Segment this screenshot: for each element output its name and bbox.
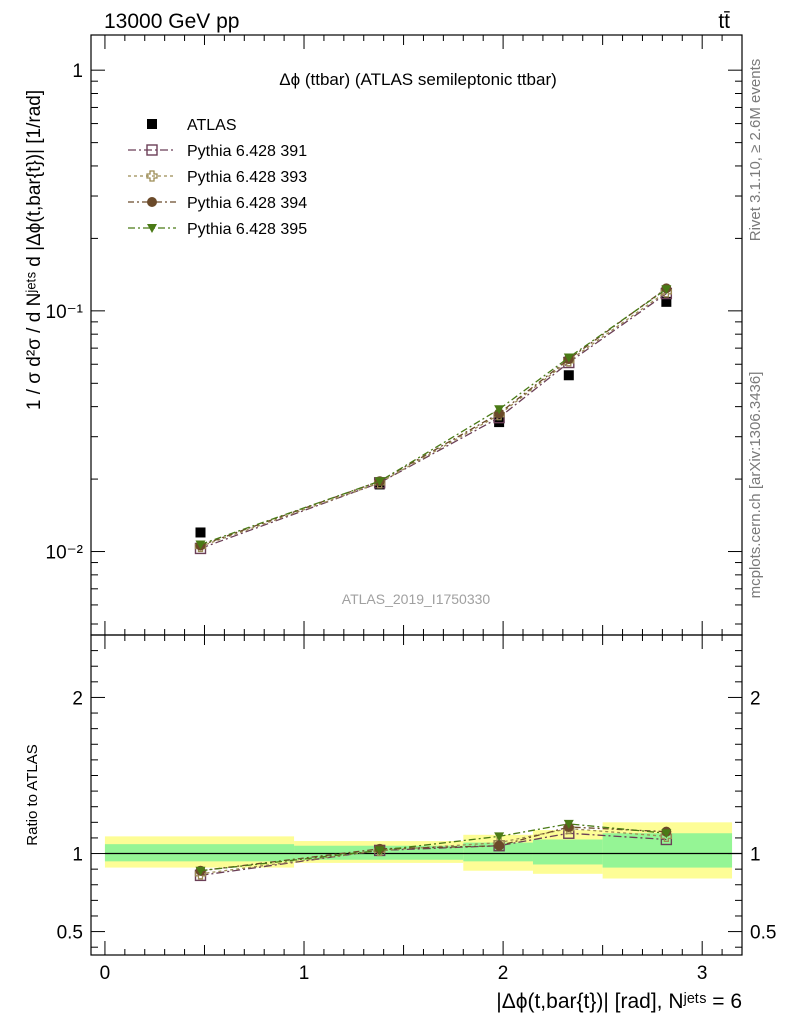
legend-marker: [147, 224, 157, 233]
ratio-plot-panel: 2 2 1 1 0.5 0.5 0 1 2 3: [57, 634, 776, 984]
legend-marker: [146, 144, 158, 156]
series-pythia-6-428-393: [194, 286, 672, 553]
y-tick-label: 1: [72, 845, 83, 866]
data-point: [661, 285, 672, 295]
series-pythia-6-428-395: [195, 285, 672, 550]
data-point: [195, 540, 206, 550]
data-point: [195, 527, 206, 538]
legend-label: Pythia 6.428 394: [187, 195, 307, 212]
uncertainty-band-inner: [104, 844, 295, 862]
data-point: [563, 819, 574, 829]
legend-label: Pythia 6.428 395: [187, 221, 307, 238]
x-tick-label: 0: [100, 963, 111, 984]
legend-label: Pythia 6.428 391: [187, 143, 307, 160]
data-point: [494, 405, 505, 415]
ratio-y-axis-label: Ratio to ATLAS: [24, 744, 41, 845]
data-point: [494, 840, 505, 851]
x-tick-label: 1: [299, 963, 310, 984]
y-tick-label-right: 0.5: [750, 923, 776, 944]
ratio-series-pythia-6-428-395: [195, 819, 672, 876]
data-point: [374, 477, 385, 487]
data-point: [661, 829, 672, 839]
series-atlas: [195, 296, 672, 538]
data-point: [374, 846, 385, 856]
y-tick-label: 10⁻¹: [46, 302, 84, 323]
energy-label: 13000 GeV pp: [104, 10, 239, 33]
series-line: [200, 291, 667, 548]
series-line: [200, 293, 667, 550]
data-point: [661, 296, 672, 307]
legend-marker: [147, 197, 157, 207]
y-tick-label-right: 2: [750, 688, 761, 709]
y-tick-label: 2: [72, 688, 83, 709]
series-line: [200, 287, 667, 547]
legend: ATLAS Pythia 6.428 391 Pythia 6.428 393 Pyt…: [128, 117, 307, 238]
x-axis-label: |Δϕ(t,bar{t})| [rad], Nʲᵉᵗˢ = 6: [496, 990, 742, 1013]
x-tick-label: 2: [498, 963, 509, 984]
y-tick-label: 1: [72, 61, 83, 82]
legend-label: Pythia 6.428 393: [187, 169, 307, 186]
legend-marker: [147, 119, 157, 129]
mcplots-label: mcplots.cern.ch [arXiv:1306.3436]: [747, 372, 764, 599]
series-pythia-6-428-391: [194, 287, 673, 555]
uncertainty-band-inner: [463, 842, 533, 862]
uncertainty-band-inner: [532, 839, 603, 865]
legend-label: ATLAS: [187, 117, 237, 134]
data-point: [195, 866, 206, 876]
y-tick-label: 0.5: [57, 923, 83, 944]
process-label: tt̄: [718, 10, 730, 33]
ratio-plot-frame: [90, 634, 743, 956]
uncertainty-band-inner: [602, 833, 733, 868]
main-plot-panel: 1 10⁻¹ 10⁻²: [46, 35, 743, 635]
rivet-label: Rivet 3.1.10, ≥ 2.6M events: [747, 59, 764, 242]
data-point: [563, 353, 574, 363]
y-tick-label-right: 1: [750, 845, 761, 866]
main-title: Δϕ (ttbar) (ATLAS semileptonic ttbar): [279, 70, 557, 89]
y-tick-label: 10⁻²: [46, 543, 84, 564]
data-point: [563, 370, 574, 381]
legend-marker: [146, 170, 158, 182]
x-tick-label: 3: [697, 963, 708, 984]
series-line: [200, 288, 667, 546]
data-point: [494, 832, 505, 842]
series-pythia-6-428-394: [195, 283, 672, 551]
watermark: ATLAS_2019_I1750330: [342, 591, 491, 607]
main-y-axis-label: 1 / σ d²σ / d Nʲᵉᵗˢ d |Δϕ(t,bar{t})| [1/…: [24, 90, 45, 410]
